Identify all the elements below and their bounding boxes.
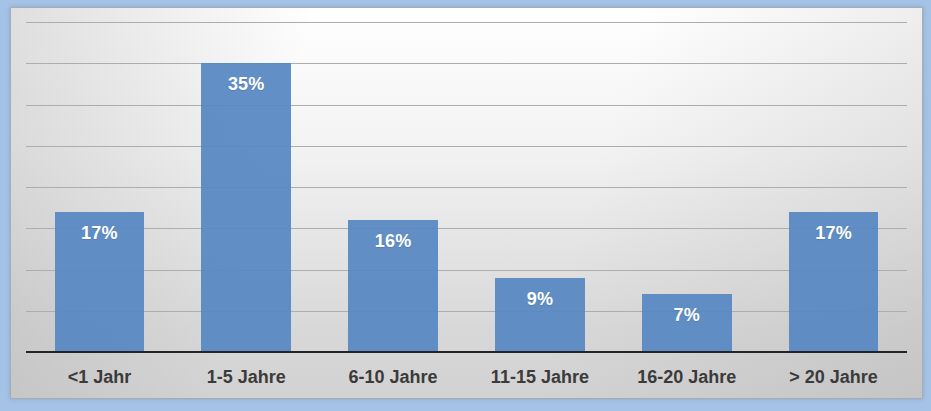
bar-series: 17% 35% 16% 9% (26, 22, 907, 352)
bar-value-label: 16% (375, 231, 412, 252)
chart-panel: 17% 35% 16% 9% (10, 7, 923, 399)
bar-slot: 16% (320, 22, 467, 352)
bar-slot: 35% (173, 22, 320, 352)
page-background: 17% 35% 16% 9% (0, 0, 931, 411)
bar-slot: 7% (613, 22, 760, 352)
bar-slot: 9% (466, 22, 613, 352)
bar-slot: 17% (760, 22, 907, 352)
bar-11-15-jahre: 9% (495, 278, 585, 352)
bar-lt1-jahr: 17% (55, 212, 145, 352)
category-axis-labels: <1 Jahr 1-5 Jahre 6-10 Jahre 11-15 Jahre… (26, 364, 907, 390)
bar-value-label: 9% (527, 289, 553, 310)
bar-value-label: 35% (228, 74, 265, 95)
bar-16-20-jahre: 7% (642, 294, 732, 352)
category-label-11-15-jahre: 11-15 Jahre (466, 367, 613, 388)
category-label-6-10-jahre: 6-10 Jahre (320, 367, 467, 388)
bar-slot: 17% (26, 22, 173, 352)
bar-1-5-jahre: 35% (201, 63, 291, 352)
bar-value-label: 17% (81, 223, 118, 244)
category-label-1-5-jahre: 1-5 Jahre (173, 367, 320, 388)
category-label-16-20-jahre: 16-20 Jahre (613, 367, 760, 388)
plot-area: 17% 35% 16% 9% (26, 22, 907, 352)
x-axis-line (26, 351, 907, 353)
category-label-gt20-jahre: > 20 Jahre (760, 367, 907, 388)
category-label-lt1-jahr: <1 Jahr (26, 367, 173, 388)
bar-value-label: 17% (815, 223, 852, 244)
bar-value-label: 7% (674, 305, 700, 326)
bar-gt20-jahre: 17% (789, 212, 879, 352)
bar-6-10-jahre: 16% (348, 220, 438, 352)
